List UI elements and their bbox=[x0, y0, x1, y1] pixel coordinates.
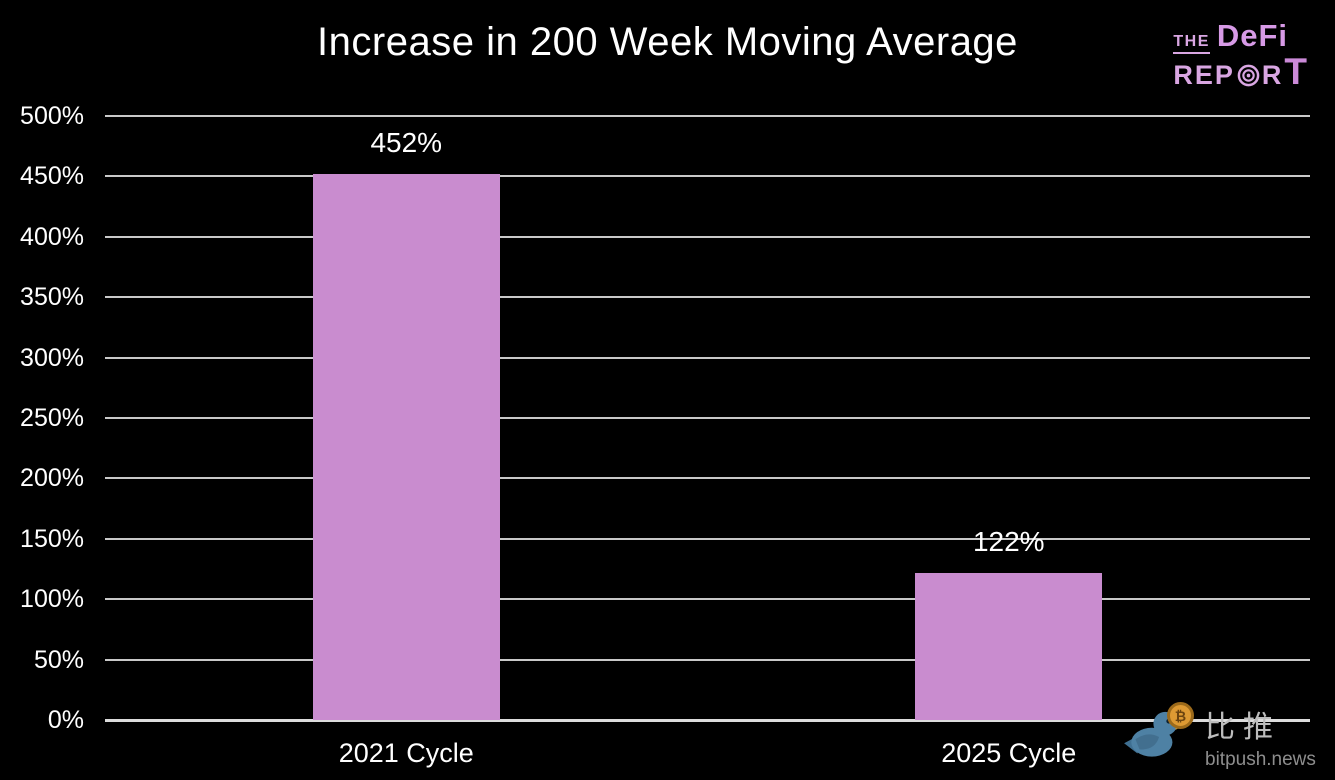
y-tick-label: 250% bbox=[20, 404, 84, 432]
logo-report-pre: REP bbox=[1173, 60, 1235, 90]
y-tick-label: 150% bbox=[20, 524, 84, 553]
y-tick-label: 50% bbox=[33, 645, 84, 674]
x-category-label: 2025 Cycle bbox=[941, 738, 1077, 768]
gridline bbox=[105, 719, 1310, 722]
gridline bbox=[105, 175, 1310, 178]
watermark-site-label: bitpush.news bbox=[1205, 749, 1316, 770]
logo-line2: REP R T bbox=[1173, 53, 1309, 94]
gridline bbox=[105, 417, 1310, 419]
chart-title: Increase in 200 Week Moving Average bbox=[317, 20, 1018, 64]
bitpush-watermark: ₿ 比推 bitpush.news bbox=[1121, 702, 1321, 772]
logo-the-text: THE bbox=[1173, 34, 1210, 54]
y-tick-label: 400% bbox=[20, 222, 84, 251]
y-tick-label: 200% bbox=[20, 464, 84, 493]
logo-report-t: T bbox=[1284, 51, 1309, 92]
gridline bbox=[105, 537, 1310, 540]
x-category-label: 2021 Cycle bbox=[338, 738, 474, 768]
logo-line1: THE DeFi bbox=[1173, 20, 1309, 54]
gridline bbox=[105, 115, 1310, 117]
gridline bbox=[105, 235, 1310, 238]
bullseye-icon bbox=[1237, 64, 1260, 87]
watermark-cn-label: 比推 bbox=[1205, 711, 1281, 744]
bar-value-label: 122% bbox=[972, 525, 1045, 557]
y-tick-label: 0% bbox=[47, 706, 84, 734]
defi-report-logo: THE DeFi REP R T bbox=[1173, 20, 1309, 94]
gridline bbox=[105, 477, 1310, 480]
logo-report-post: R bbox=[1261, 60, 1284, 90]
gridline bbox=[105, 356, 1310, 359]
bar-2025-cycle bbox=[915, 572, 1103, 720]
gridline bbox=[105, 296, 1310, 299]
bar-2021-cycle bbox=[312, 173, 500, 720]
y-tick-label: 500% bbox=[20, 102, 84, 130]
watermark-text: 比推 bitpush.news bbox=[1205, 702, 1316, 771]
gridline bbox=[105, 598, 1310, 601]
y-tick-label: 300% bbox=[20, 343, 84, 372]
logo-defi-text: DeFi bbox=[1216, 18, 1289, 53]
y-tick-label: 450% bbox=[20, 162, 84, 191]
bitcoin-coin-icon: ₿ bbox=[1167, 702, 1194, 729]
y-tick-label: 350% bbox=[20, 283, 84, 312]
gridline bbox=[105, 658, 1310, 661]
bar-value-label: 452% bbox=[370, 126, 443, 158]
y-tick-label: 100% bbox=[20, 585, 84, 614]
